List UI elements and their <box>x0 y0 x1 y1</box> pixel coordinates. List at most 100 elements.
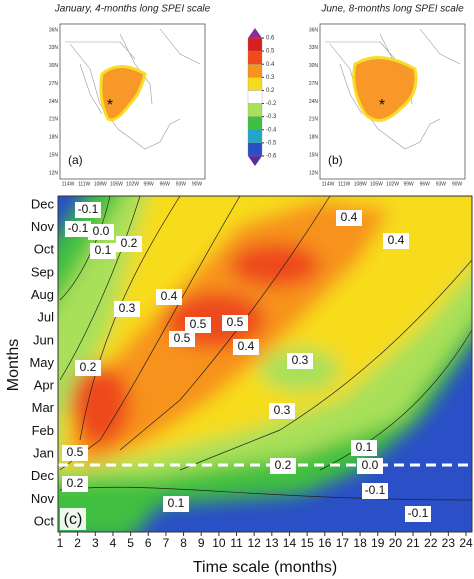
colorbar-label: -0.4 <box>266 127 277 133</box>
lon-label: 96W <box>420 181 431 187</box>
lat-label: 36N <box>49 27 59 33</box>
contour-label: 0.1 <box>168 496 185 510</box>
colorbar-band <box>247 77 263 91</box>
contour-label: -0.1 <box>408 506 429 520</box>
contour-label-bg <box>116 236 142 252</box>
lon-label: 105W <box>370 181 383 187</box>
map-marker: * <box>107 97 113 114</box>
colorbar-label: 0.3 <box>266 75 275 81</box>
lon-label: 90W <box>452 181 463 187</box>
x-tick-label: 12 <box>247 536 261 550</box>
contour-label-bg <box>222 315 248 331</box>
y-tick-label: Dec <box>31 196 55 211</box>
y-tick-label: Nov <box>31 219 55 234</box>
drought-area <box>99 65 147 122</box>
x-tick-label: 2 <box>74 536 81 550</box>
colorbar-band <box>247 50 263 65</box>
x-tick-label: 9 <box>198 536 205 550</box>
x-tick-label: 4 <box>110 536 117 550</box>
field-red <box>70 365 130 445</box>
lon-label: 102W <box>386 181 399 187</box>
contour-label-bg <box>62 445 88 461</box>
colorbar-band <box>247 142 263 157</box>
lon-label: 93W <box>176 181 187 187</box>
lat-label: 27N <box>49 81 59 87</box>
colorbar-band <box>247 37 263 52</box>
y-axis-label: Months <box>5 339 22 391</box>
x-tick-label: 13 <box>265 536 279 550</box>
contour-label: 0.4 <box>388 233 405 247</box>
contour-label: 0.5 <box>190 317 207 331</box>
lat-label: 30N <box>49 63 59 69</box>
y-tick-label: Feb <box>32 423 54 438</box>
colorbar-label: 0.6 <box>266 36 275 42</box>
panel-label-bg <box>60 508 86 530</box>
contour-label: -0.1 <box>78 202 99 216</box>
lat-label: 33N <box>49 45 59 51</box>
contour-label: 0.0 <box>93 224 110 238</box>
contour-label-bg <box>270 458 296 474</box>
lon-label: 111W <box>338 181 351 187</box>
contour-label-bg <box>351 440 377 456</box>
contour-label: 0.1 <box>95 243 112 257</box>
x-tick-label: 21 <box>406 536 420 550</box>
colorbar-band <box>247 64 263 78</box>
colorbar-band <box>247 90 263 104</box>
contour-label-bg <box>156 289 182 305</box>
lon-label: 99W <box>143 181 154 187</box>
contour-label-bg <box>169 331 195 347</box>
contour-label-bg <box>90 243 116 259</box>
contour-label-bg <box>287 353 313 369</box>
lat-label: 24N <box>309 99 319 105</box>
contour-label: 0.2 <box>67 476 84 490</box>
colorbar-label: 0.5 <box>266 49 275 55</box>
contour-label: 0.5 <box>174 331 191 345</box>
contour-label: -0.1 <box>365 483 386 497</box>
contour-label: 0.2 <box>121 236 138 250</box>
y-tick-label: Aug <box>31 287 54 302</box>
contour-label: 0.2 <box>80 360 97 374</box>
x-tick-label: 5 <box>127 536 134 550</box>
lon-label: 108W <box>354 181 367 187</box>
x-tick-label: 1 <box>57 536 64 550</box>
lat-label: 18N <box>309 135 319 141</box>
lat-label: 18N <box>49 135 59 141</box>
y-tick-label: Jun <box>33 332 54 347</box>
contour-label: -0.1 <box>68 221 89 235</box>
contour-label: 0.4 <box>341 210 358 224</box>
lat-label: 15N <box>309 152 319 158</box>
panel-label: (a) <box>68 153 83 167</box>
x-tick-label: 16 <box>318 536 332 550</box>
plot-frame <box>57 195 473 533</box>
x-tick-label: 7 <box>163 536 170 550</box>
contour-label: 0.3 <box>292 353 309 367</box>
lon-label: 108W <box>94 181 107 187</box>
lon-label: 114W <box>322 181 335 187</box>
contour-label-bg <box>114 301 140 317</box>
contour-label-bg <box>233 339 259 355</box>
x-tick-label: 22 <box>424 536 438 550</box>
colorbar-label: -0.2 <box>266 101 277 107</box>
x-tick-label: 23 <box>442 536 456 550</box>
contour-line <box>59 196 141 381</box>
contour-label-bg <box>357 458 383 474</box>
colorbar-tip <box>248 28 262 38</box>
y-tick-label: Mar <box>32 400 55 415</box>
lon-label: 114W <box>62 181 75 187</box>
y-tick-label: Apr <box>34 378 55 393</box>
y-tick-label: Jul <box>37 310 54 325</box>
x-tick-label: 6 <box>145 536 152 550</box>
contour-label: 0.5 <box>67 445 84 459</box>
field-red <box>230 243 320 287</box>
lon-label: 96W <box>160 181 171 187</box>
colorbar-label: 0.4 <box>266 62 275 68</box>
contour-label-bg <box>75 360 101 376</box>
lon-label: 90W <box>192 181 203 187</box>
panel-label: (b) <box>328 153 343 167</box>
contour-label: 0.4 <box>161 289 178 303</box>
contour-line <box>319 329 472 471</box>
lat-label: 21N <box>309 117 319 123</box>
drought-area <box>352 56 418 122</box>
contour-label-bg <box>88 224 114 240</box>
